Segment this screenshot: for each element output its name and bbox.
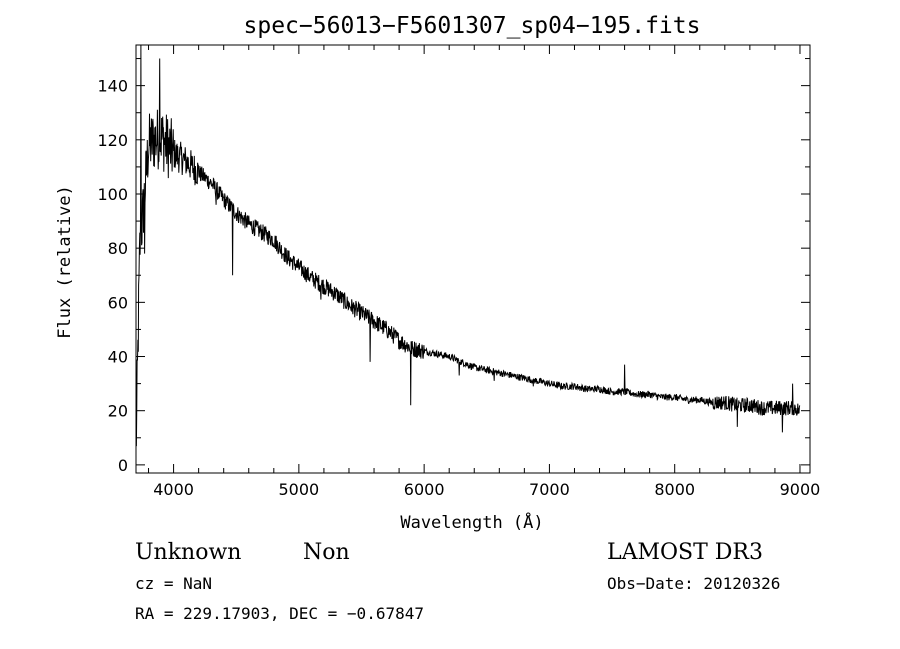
redshift-text: cz = NaN <box>135 574 212 593</box>
y-tick-label: 80 <box>108 239 128 258</box>
y-tick-label: 100 <box>97 185 128 204</box>
y-tick-label: 20 <box>108 402 128 421</box>
x-tick-label: 6000 <box>404 480 445 499</box>
y-tick-label: 0 <box>118 456 128 475</box>
x-tick-label: 4000 <box>153 480 194 499</box>
x-axis-label: Wavelength (Å) <box>400 511 543 533</box>
y-tick-label: 140 <box>97 77 128 96</box>
obs-date-text: Obs−Date: 20120326 <box>607 574 780 593</box>
x-tick-label: 9000 <box>780 480 821 499</box>
y-tick-label: 120 <box>97 131 128 150</box>
y-tick-label: 40 <box>108 348 128 367</box>
spectrum-line <box>135 44 801 447</box>
x-tick-label: 7000 <box>529 480 570 499</box>
object-class: Non <box>303 540 350 565</box>
y-axis-ticks: 0 20 40 60 80 100 120 140 <box>97 58 810 475</box>
x-tick-label: 8000 <box>654 480 695 499</box>
y-axis-label: Flux (relative) <box>55 185 75 339</box>
plot-frame <box>135 44 811 474</box>
y-tick-label: 60 <box>108 293 128 312</box>
chart-title: spec−56013−F5601307_sp04−195.fits <box>244 13 701 39</box>
x-tick-label: 5000 <box>279 480 320 499</box>
survey-name: LAMOST DR3 <box>607 540 763 565</box>
x-axis-ticks: 4000 5000 6000 7000 8000 9000 <box>148 45 821 499</box>
coordinates-text: RA = 229.17903, DEC = −0.67847 <box>135 604 424 623</box>
object-type: Unknown <box>135 540 241 565</box>
